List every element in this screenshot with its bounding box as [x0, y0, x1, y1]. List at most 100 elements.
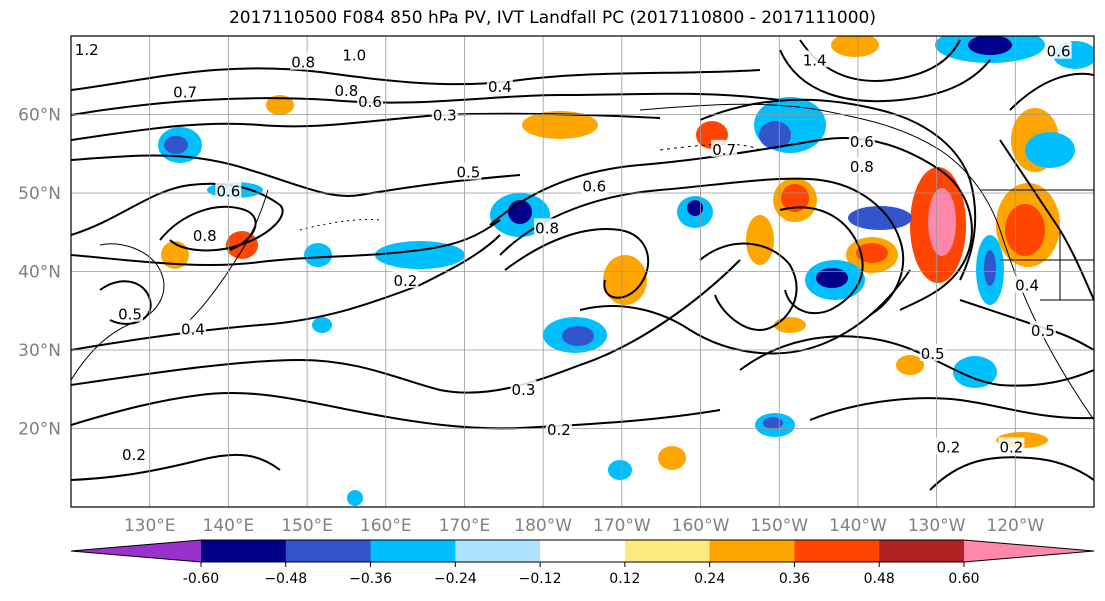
- contour-label: 0.5: [118, 306, 142, 324]
- lat-tick-label: 50°N: [18, 184, 61, 204]
- contour-line: [71, 259, 741, 394]
- boundary-lines: [980, 189, 1094, 301]
- contour-label-bg: [1014, 275, 1041, 293]
- contour-label: 0.7: [712, 141, 736, 159]
- contour-label: 0.4: [1015, 277, 1039, 295]
- lon-tick-label: 160°W: [672, 516, 730, 536]
- colorbar-tick-label: 0.48: [864, 571, 895, 587]
- contour-label: 0.6: [216, 182, 240, 200]
- shade-negative: [312, 317, 332, 333]
- contour-line: [579, 269, 911, 355]
- contour-label-bg: [919, 343, 946, 361]
- shade-negative: [608, 460, 632, 480]
- contour-label-bg: [455, 162, 482, 180]
- contour-label: 0.6: [1047, 43, 1071, 61]
- shade-positive: [266, 95, 294, 115]
- shade-positive: [896, 355, 924, 375]
- shade-negative: [687, 200, 703, 216]
- anomaly-shading: [158, 36, 1094, 506]
- shade-positive: [522, 111, 598, 139]
- lon-tick-label: 130°E: [124, 516, 176, 536]
- shade-positive: [658, 446, 686, 470]
- contour-label: 0.8: [193, 227, 217, 245]
- contour-label-bg: [801, 50, 828, 68]
- lon-tick-label: 150°W: [750, 516, 808, 536]
- shade-positive: [774, 317, 806, 333]
- shade-negative: [759, 121, 791, 149]
- contour-label-bg: [848, 157, 875, 175]
- colorbar-tick-label: 0.36: [779, 571, 810, 587]
- lon-tick-label: 160°E: [360, 516, 412, 536]
- shade-negative: [763, 417, 783, 429]
- colorbar-segment: [540, 540, 626, 562]
- colorbar: -0.60 −0.48 −0.36 −0.24 −0.12 0.12 0.24 0.36 0.4…: [70, 539, 1095, 587]
- contour-label-bg: [191, 226, 218, 244]
- colorbar-tick-label: 0.24: [694, 571, 725, 587]
- lon-tick-label: 180°W: [514, 516, 572, 536]
- shade-positive-max: [928, 188, 956, 256]
- coastline-asia: [71, 243, 165, 381]
- shade-negative: [968, 36, 1012, 55]
- contour-line: [71, 219, 501, 266]
- shade-positive: [603, 255, 647, 305]
- contour-label-bg: [120, 445, 147, 463]
- shade-negative: [848, 206, 912, 230]
- contour-label: 0.8: [291, 54, 315, 72]
- contour-label: 0.3: [433, 106, 457, 124]
- lat-tick-label: 40°N: [18, 263, 61, 283]
- lon-tick-label: 150°E: [281, 516, 333, 536]
- longitude-labels: 130°E 140°E 150°E 160°E 170°E 180°W 170°W 160°W…: [124, 516, 1045, 536]
- contour-label-bg: [117, 304, 144, 322]
- lat-tick-label: 60°N: [18, 106, 61, 126]
- shade-positive: [831, 36, 879, 57]
- contour-label: 0.2: [936, 438, 960, 456]
- contour-label: 0.5: [1031, 322, 1055, 340]
- lat-tick-label: 30°N: [18, 341, 61, 361]
- contour-label: 0.8: [850, 158, 874, 176]
- colorbar-tick-label: −0.12: [519, 571, 562, 587]
- contour-line: [504, 228, 650, 299]
- contour-label-bg: [1045, 41, 1072, 59]
- shade-negative: [816, 268, 848, 288]
- contour-label-bg: [290, 52, 317, 70]
- contour-line: [71, 453, 281, 481]
- contour-line: [809, 397, 1094, 421]
- shade-negative: [1025, 132, 1075, 168]
- colorbar-segment: [455, 540, 541, 562]
- contour-label: 0.4: [181, 321, 205, 339]
- contour-label-bg: [215, 181, 242, 199]
- contour-label-bg: [333, 80, 360, 98]
- contour-label-bg: [998, 437, 1025, 455]
- shade-positive: [1005, 204, 1045, 256]
- colorbar-segment: [285, 540, 372, 562]
- contour-label-bg: [392, 270, 419, 288]
- contour-line: [1009, 72, 1094, 111]
- shade-negative: [304, 243, 332, 267]
- lon-tick-label: 140°W: [829, 516, 887, 536]
- contour-label: 0.3: [512, 381, 536, 399]
- shade-negative: [347, 490, 363, 506]
- graticule: [71, 36, 1094, 507]
- colorbar-tick-label: −0.48: [264, 571, 307, 587]
- colorbar-tick-label: −0.36: [349, 571, 392, 587]
- colorbar-segment: [794, 540, 880, 562]
- contour-line: [71, 234, 501, 351]
- contour-label: 0.8: [535, 219, 559, 237]
- contour-label: 0.2: [394, 272, 418, 290]
- contour-label-bg: [357, 91, 384, 109]
- contour-label: 0.2: [122, 446, 146, 464]
- contour-label-bg: [73, 40, 100, 58]
- coastline-japan: [189, 189, 269, 321]
- contour-label: 0.6: [850, 133, 874, 151]
- contour-label: 0.6: [358, 93, 382, 111]
- contour-line: [71, 182, 284, 252]
- contour-label: 1.2: [75, 41, 99, 59]
- contour-label-bg: [172, 82, 199, 100]
- contour-label-bg: [431, 105, 458, 123]
- colorbar-extend-max: [964, 540, 1094, 562]
- contour-label-bg: [711, 139, 738, 157]
- contour-label: 1.0: [342, 47, 366, 65]
- latitude-labels: 20°N 30°N 40°N 50°N 60°N: [18, 106, 61, 440]
- contour-label-bg: [534, 218, 561, 236]
- contour-label: 0.5: [921, 345, 945, 363]
